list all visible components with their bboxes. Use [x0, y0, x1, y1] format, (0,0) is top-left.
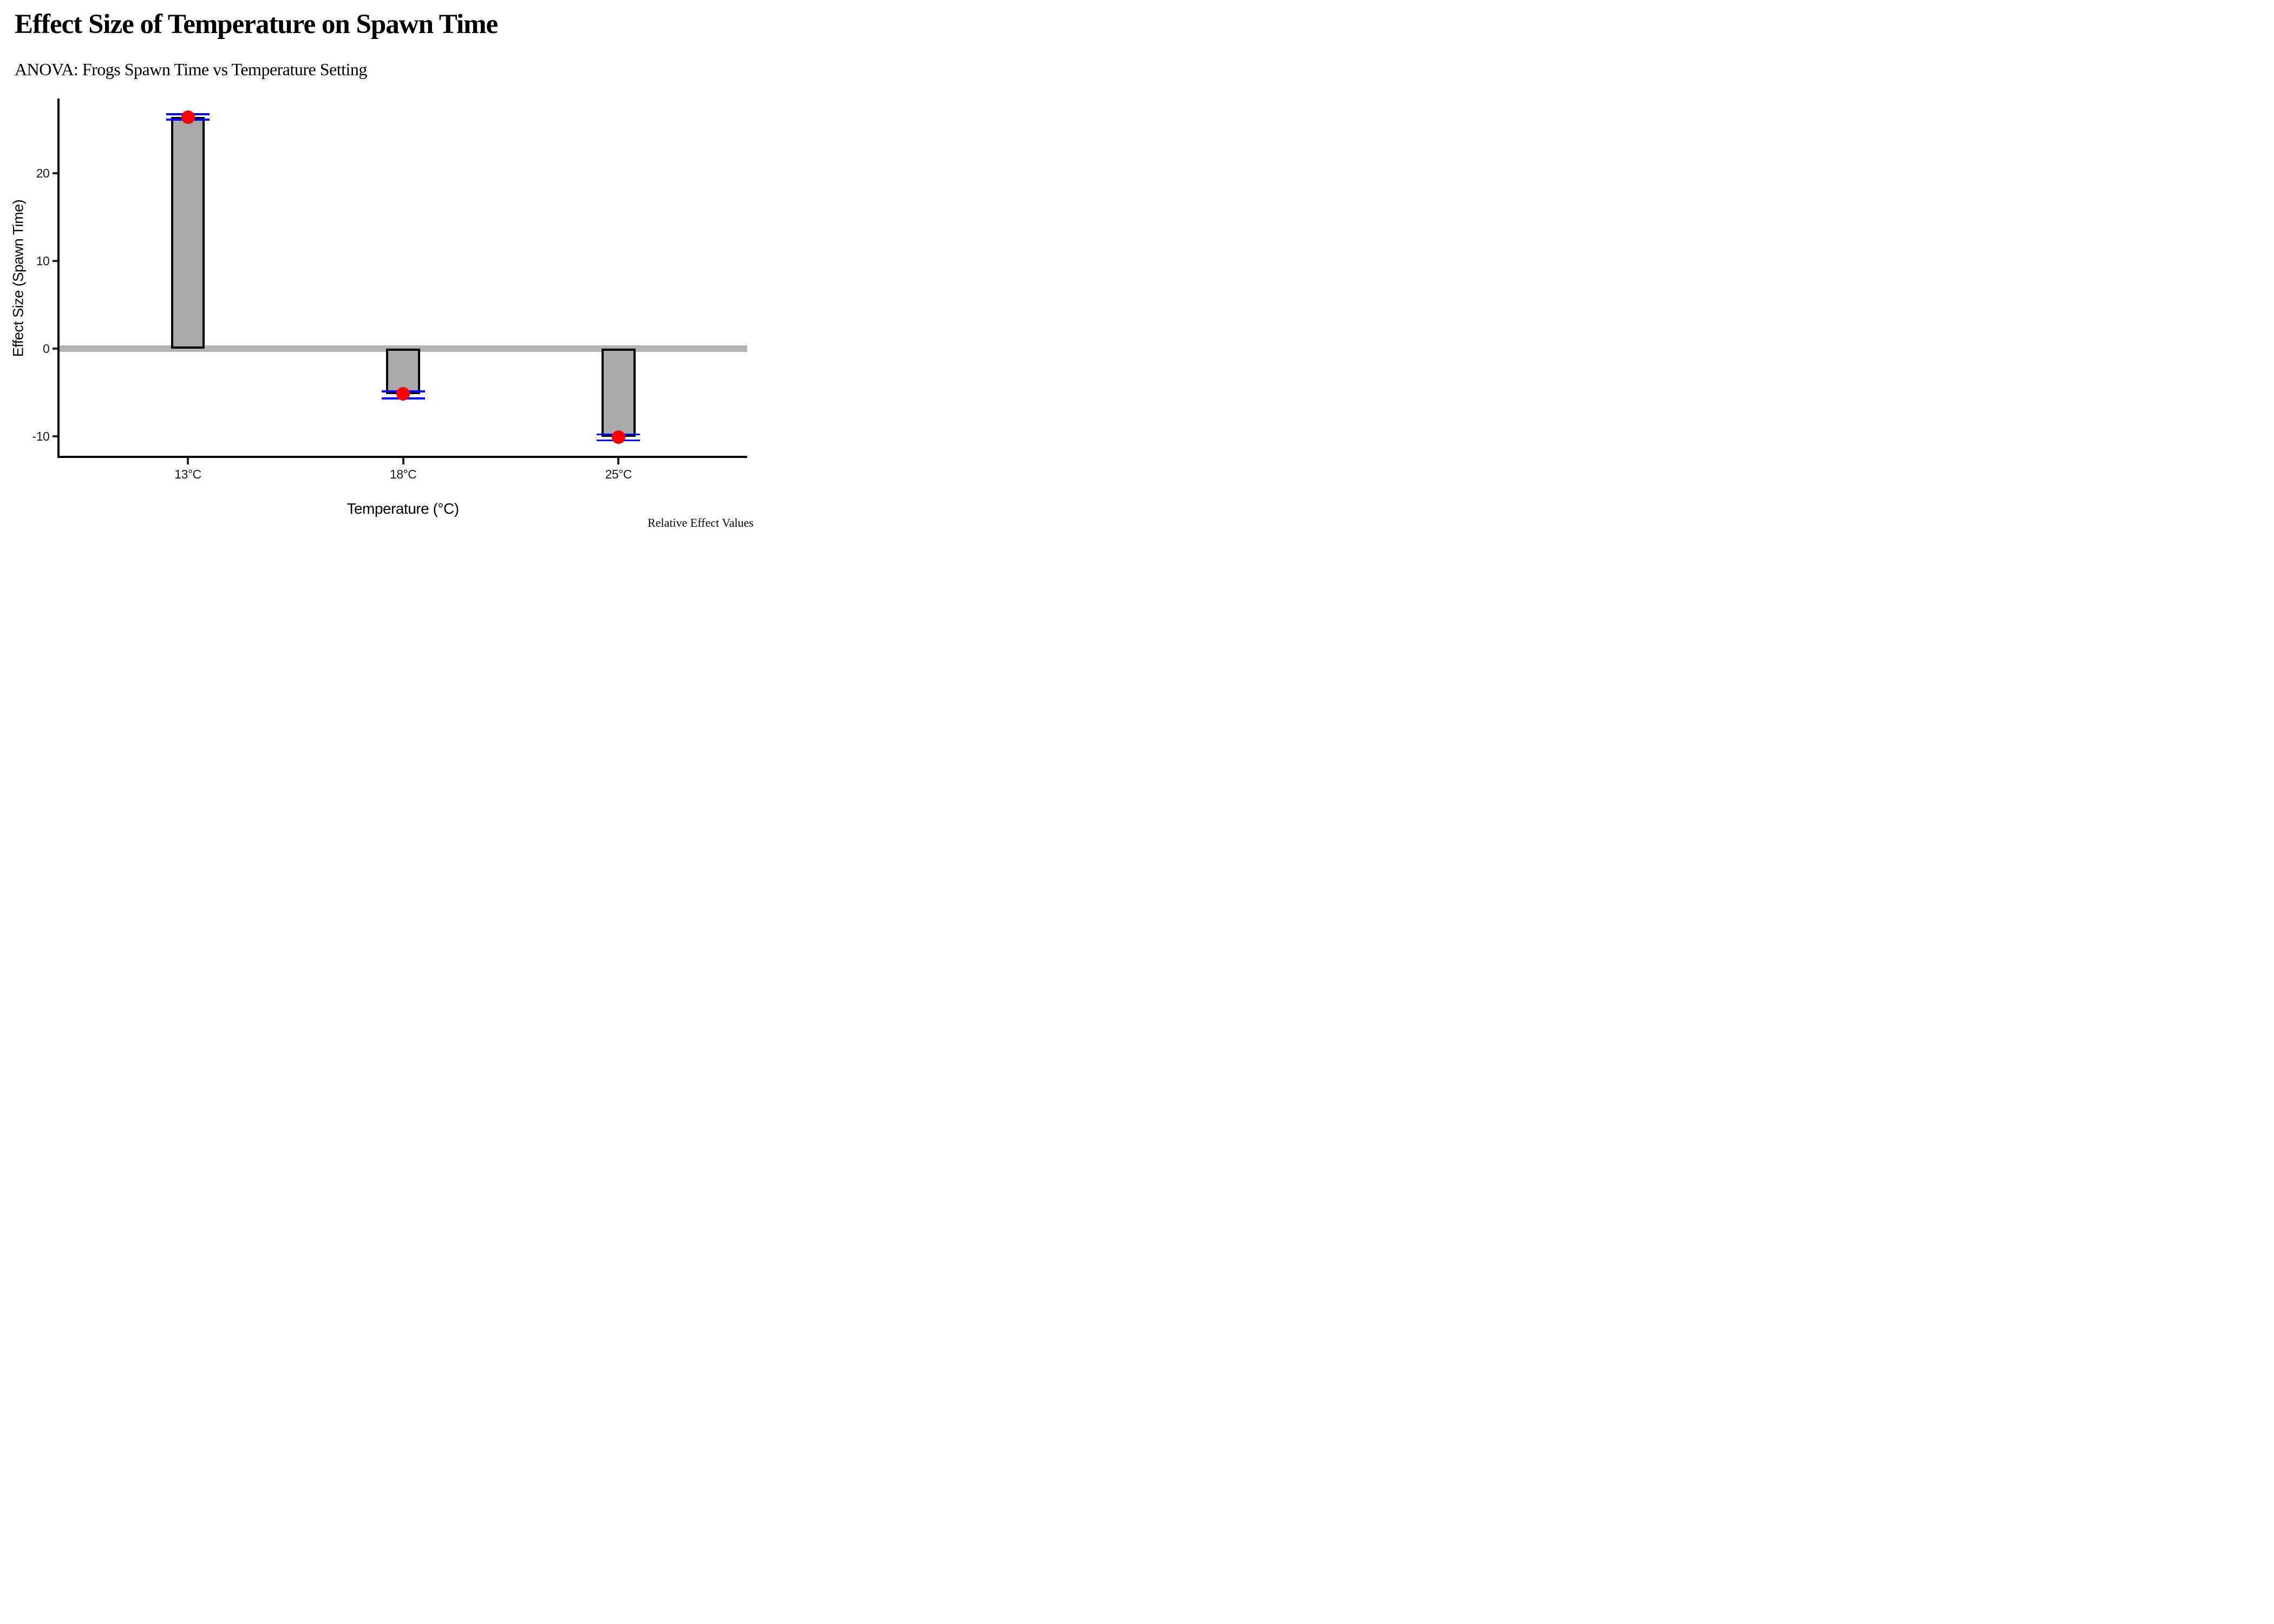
y-axis-tick: [53, 172, 57, 174]
y-axis-title: Effect Size (Spawn Time): [10, 199, 27, 357]
chart-caption: Relative Effect Values: [648, 516, 754, 529]
x-axis-tick-label: 13°C: [174, 467, 201, 481]
zero-reference-line: [60, 345, 747, 352]
bar-18°C: [386, 348, 421, 394]
chart-title: Effect Size of Temperature on Spawn Time: [15, 9, 498, 40]
x-axis-tick-label: 18°C: [389, 467, 417, 481]
y-axis-line: [57, 99, 60, 458]
estimate-point-13°C: [181, 110, 195, 124]
x-axis-tick: [617, 457, 620, 465]
estimate-point-18°C: [396, 387, 410, 401]
y-axis-tick: [53, 259, 57, 262]
bar-25°C: [601, 348, 636, 437]
x-axis-line: [57, 455, 747, 458]
y-axis-tick-label: -10: [32, 429, 50, 443]
x-axis-title: Temperature (°C): [347, 500, 459, 517]
figure: Effect Size of Temperature on Spawn Time…: [0, 0, 758, 541]
y-axis-tick: [53, 347, 57, 350]
plot-area: 20 10 0 -10 13°C 18°C 25°C: [0, 0, 758, 541]
x-axis-tick: [402, 457, 404, 465]
y-axis-tick-label: 20: [36, 166, 50, 180]
x-axis-tick: [186, 457, 190, 465]
x-axis-tick-label: 25°C: [605, 467, 632, 481]
bar-13°C: [171, 117, 205, 349]
y-axis-tick-label: 10: [36, 253, 50, 268]
estimate-point-25°C: [611, 430, 625, 444]
y-axis-tick-label: 0: [43, 341, 50, 356]
chart-subtitle: ANOVA: Frogs Spawn Time vs Temperature S…: [15, 60, 367, 79]
y-axis-tick: [53, 435, 57, 437]
